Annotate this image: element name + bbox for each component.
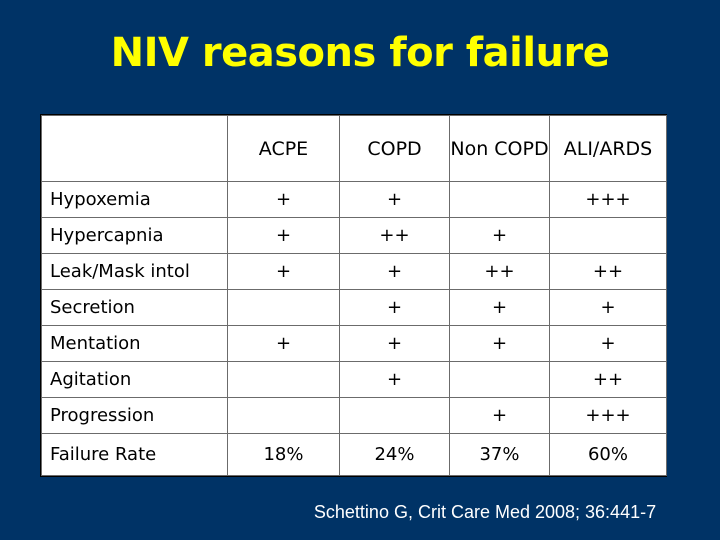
table-cell bbox=[227, 361, 340, 398]
table-cell: + bbox=[339, 253, 450, 290]
table-cell: + bbox=[227, 217, 340, 254]
table-cell: ++ bbox=[339, 217, 450, 254]
row-label: Hypoxemia bbox=[41, 181, 228, 218]
row-label: Leak/Mask intol bbox=[41, 253, 228, 290]
table-row: Mentation + + + + bbox=[41, 325, 667, 362]
table-cell: ++ bbox=[549, 253, 667, 290]
table-cell: + bbox=[449, 397, 550, 434]
citation: Schettino G, Crit Care Med 2008; 36:441-… bbox=[313, 502, 657, 522]
table-cell: + bbox=[227, 253, 340, 290]
table-row: Leak/Mask intol + + ++ ++ bbox=[41, 253, 667, 290]
table-cell bbox=[339, 397, 450, 434]
row-label: Secretion bbox=[41, 289, 228, 326]
table-row: Hypercapnia + ++ + bbox=[41, 217, 667, 254]
table-cell: + bbox=[339, 181, 450, 218]
table-row: Progression + +++ bbox=[41, 397, 667, 434]
table-cell: ++ bbox=[449, 253, 550, 290]
table-cell: 24% bbox=[339, 433, 450, 476]
table-row: Agitation + ++ bbox=[41, 361, 667, 398]
table-cell: +++ bbox=[549, 181, 667, 218]
table-cell: + bbox=[549, 289, 667, 326]
table-cell: + bbox=[549, 325, 667, 362]
table-cell: + bbox=[227, 325, 340, 362]
table-cell bbox=[449, 181, 550, 218]
column-header: Non COPD bbox=[449, 115, 550, 182]
table-cell: + bbox=[339, 325, 450, 362]
table-cell bbox=[449, 361, 550, 398]
table-cell: +++ bbox=[549, 397, 667, 434]
table-cell: 37% bbox=[449, 433, 550, 476]
column-header: ACPE bbox=[227, 115, 340, 182]
table-row: Secretion + + + bbox=[41, 289, 667, 326]
table-cell: + bbox=[449, 289, 550, 326]
table-row: Hypoxemia + + +++ bbox=[41, 181, 667, 218]
table-cell: + bbox=[227, 181, 340, 218]
row-label: Hypercapnia bbox=[41, 217, 228, 254]
table-cell: 18% bbox=[227, 433, 340, 476]
table-cell bbox=[549, 217, 667, 254]
table-cell: ++ bbox=[549, 361, 667, 398]
table-cell: + bbox=[449, 325, 550, 362]
row-label: Progression bbox=[41, 397, 228, 434]
column-header: COPD bbox=[339, 115, 450, 182]
row-label: Mentation bbox=[41, 325, 228, 362]
failure-reasons-table: ACPE COPD Non COPD ALI/ARDS Hypoxemia + … bbox=[40, 114, 667, 477]
table-cell: 60% bbox=[549, 433, 667, 476]
table-row: Failure Rate 18% 24% 37% 60% bbox=[41, 433, 667, 476]
table-cell: + bbox=[339, 289, 450, 326]
row-label: Agitation bbox=[41, 361, 228, 398]
table-cell bbox=[227, 289, 340, 326]
table-cell: + bbox=[449, 217, 550, 254]
table-header-row: ACPE COPD Non COPD ALI/ARDS bbox=[41, 115, 667, 182]
column-header: ALI/ARDS bbox=[549, 115, 667, 182]
header-corner-cell bbox=[41, 115, 228, 182]
row-label: Failure Rate bbox=[41, 433, 228, 476]
table-cell: + bbox=[339, 361, 450, 398]
slide-title: NIV reasons for failure bbox=[110, 30, 610, 76]
table-cell bbox=[227, 397, 340, 434]
